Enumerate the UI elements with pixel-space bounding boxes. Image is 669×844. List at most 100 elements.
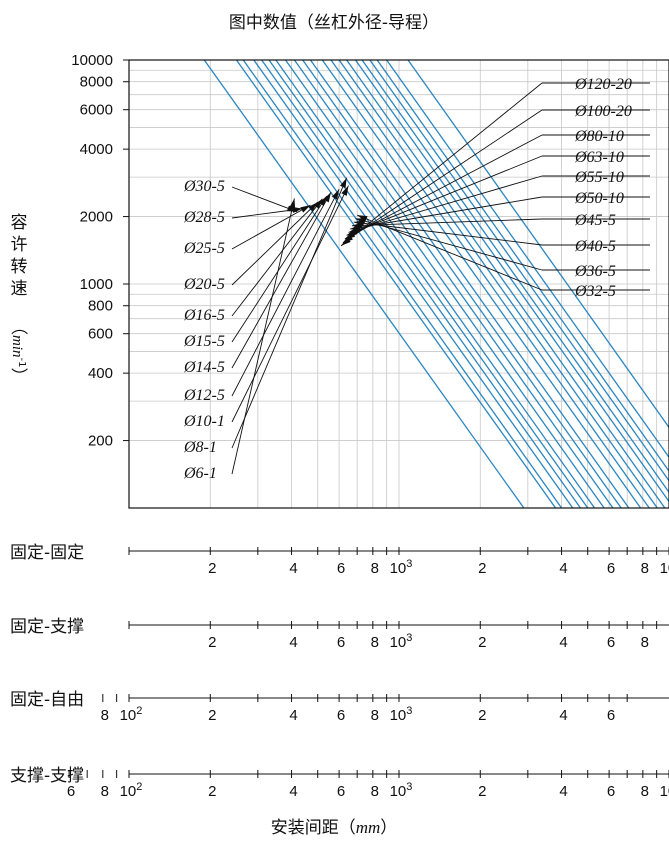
x-label-unit: mm [356,818,381,837]
scale-tick-base: 4 [289,634,297,651]
plot-frame [128,59,669,509]
span-scales: 固定-固定24681032468104固定-支撑24681032468固定-自由… [10,543,669,800]
scale-tick-label: 6 [337,783,345,800]
scale-tick-base: 10 [390,634,407,651]
y-tick-labels: 10000 8000 6000 4000 2000 1000 800 600 400 200 [71,52,129,450]
y-axis-label-char: 速 [11,279,28,299]
arrow-head [341,237,351,246]
scale-tick-label: 6 [337,634,345,651]
scale-tick-base: 10 [390,707,407,724]
series-label: Ø50-10 [574,190,624,207]
y-tick-label: 2000 [80,209,113,226]
arrow-line [340,82,543,247]
arrow-line [353,221,543,246]
series-line [346,60,666,508]
scale-name: 支撑-支撑 [10,766,84,786]
scale-tick-base: 8 [101,707,109,724]
arrow-line [231,198,323,317]
scale-tick-base: 8 [641,783,649,800]
arrow-line [355,218,543,271]
chart-title: 图中数值（丝杠外径-导程） [229,13,439,33]
series-line [203,60,525,508]
series-lines [203,60,669,508]
y-tick-label: 10000 [71,52,113,69]
arrow-line [231,204,311,250]
series-line [386,60,669,459]
y-tick-label: 1000 [80,276,113,293]
scale-tick-sup: 2 [136,781,142,793]
scale-tick-label: 8 [641,634,649,651]
series-label: Ø120-20 [574,76,632,93]
scale-tick-label: 104 [660,558,669,577]
scale-tick-base: 10 [660,560,669,577]
arrow-head [350,224,361,231]
scale-tick-label: 8 [101,783,109,800]
scale-tick-base: 10 [120,783,137,800]
series-line [309,60,630,508]
scale-tick-sup: 3 [406,705,412,717]
series-line [321,60,642,508]
series-line [361,60,669,494]
scale-tick-label: 6 [607,783,615,800]
series-line [376,60,669,473]
series-line [338,60,658,508]
series-label: Ø28-5 [183,209,225,226]
scale-tick-label: 102 [120,781,143,800]
scale-tick-base: 2 [208,783,216,800]
scale-tick-base: 2 [208,707,216,724]
y-tick-label: 6000 [80,102,113,119]
series-label: Ø80-10 [574,128,624,145]
y-tick-label: 600 [88,326,113,343]
series-label: Ø100-20 [574,103,632,120]
series-label: Ø45-5 [574,212,616,229]
arrow-head [286,205,298,212]
scale-name: 固定-自由 [10,690,84,710]
scale-tick-label: 8 [641,783,649,800]
arrow-line [346,155,543,236]
arrow-line [342,109,543,244]
scale-tick-base: 6 [67,783,75,800]
scale-tick-sup: 2 [136,705,142,717]
y-tick-label: 400 [88,365,113,382]
y-unit-text: min [9,335,25,358]
scale-tick-label: 6 [607,634,615,651]
scale-tick-base: 6 [607,634,615,651]
y-unit-close: ） [8,367,28,384]
scale-tick-label: 103 [390,558,413,577]
scale-tick-base: 6 [337,707,345,724]
scale-tick-label: 4 [559,560,567,577]
series-labels: Ø6-1 Ø8-1 Ø10-1 Ø12-5 Ø14-5 Ø15-5 Ø16-5 Ø20-5 Ø2… [183,76,650,482]
scale-tick-label: 2 [208,634,216,651]
scale-tick-label: 2 [208,560,216,577]
y-axis-label-char: 转 [11,257,28,277]
scale-tick-base: 2 [478,707,486,724]
series-label: Ø25-5 [183,240,225,257]
arrow-line [352,218,543,227]
scale-tick-base: 4 [289,560,297,577]
scale-tick-base: 8 [101,783,109,800]
scale-tick-label: 102 [120,705,143,724]
series-line [293,60,614,508]
scale-tick-label: 8 [371,707,379,724]
scale-tick-label: 6 [67,783,75,800]
y-tick-label: 800 [88,298,113,315]
scale-tick-base: 4 [289,707,297,724]
scale-tick-label: 2 [478,783,486,800]
scale-tick-label: 4 [559,783,567,800]
series-label: Ø55-10 [574,169,624,186]
scale-tick-base: 8 [371,707,379,724]
series-line [253,60,574,508]
series-label: Ø10-1 [183,413,225,430]
arrow-line [344,134,543,240]
scale-tick-label: 8 [641,560,649,577]
arrow-head [318,196,327,207]
y-unit-sup: -1 [16,358,27,368]
scale-tick-base: 8 [371,560,379,577]
scale-tick-label: 4 [559,634,567,651]
arrow-line [231,186,298,213]
scale-tick-label: 4 [289,634,297,651]
arrow-line [231,188,340,397]
scale-tick-base: 8 [371,634,379,651]
